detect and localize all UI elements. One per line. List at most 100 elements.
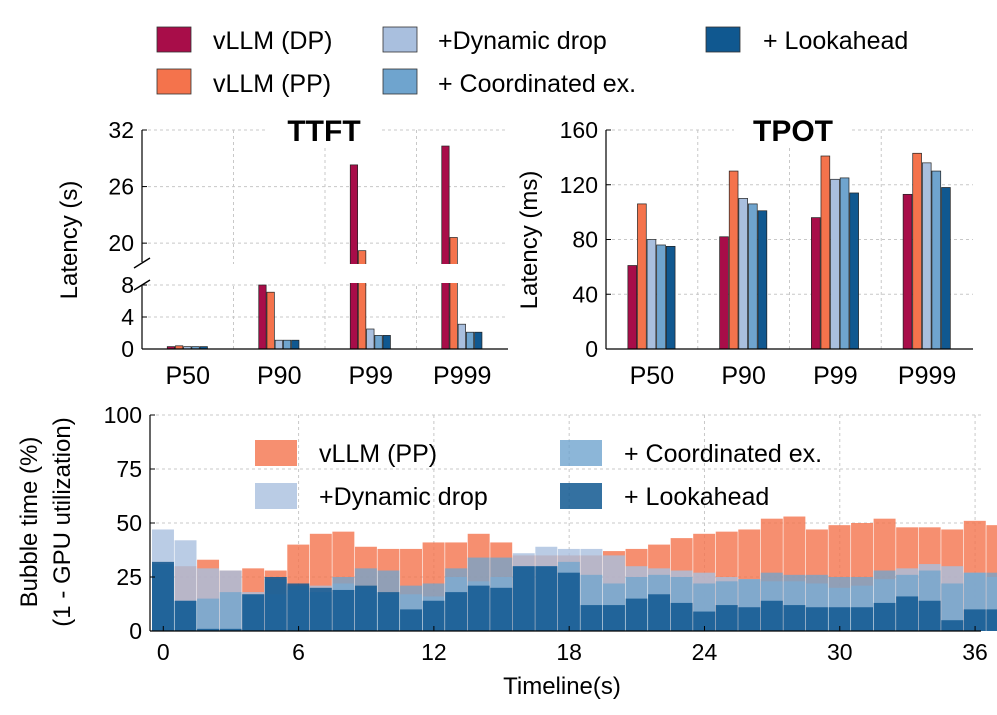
- ttft-axes: 0 4 8 20 26 32 P50 P90 P99 P999: [108, 117, 508, 390]
- top-legend: vLLM (DP) vLLM (PP) +Dynamic drop + Coor…: [156, 26, 908, 98]
- bubble-x-tick-label-18: 18: [556, 639, 582, 665]
- tpot-chart: 0 40 80 120 160 P50 P90 P99 P999 TPOT Latency (m…: [516, 114, 973, 390]
- tpot-bar-vllm-dp-p999: [902, 193, 913, 350]
- tpot-bar-vllm-pp-p99: [820, 155, 831, 350]
- bubble-bar-lookahead-7: [309, 587, 332, 631]
- ttft-y-tick-label-26: 26: [108, 174, 134, 200]
- bubble-bar-lookahead-16: [512, 566, 535, 631]
- tpot-bar-coordinated-ex-p50: [656, 244, 666, 350]
- tpot-y-tick-label-160: 160: [560, 117, 598, 143]
- bubble-bar-lookahead-14: [467, 585, 490, 631]
- legend-label-vllm-pp: vLLM (PP): [213, 70, 331, 98]
- bubble-bar-coordinated-ex-2: [197, 598, 220, 631]
- ttft-chart: 0 4 8 20 26 32 P50 P90 P99 P999 TTFT Latency (s): [56, 114, 508, 390]
- bubble-bar-lookahead-2: [197, 628, 220, 631]
- bubble-bar-lookahead-15: [490, 587, 513, 631]
- bubble-bar-lookahead-34: [918, 600, 941, 631]
- bubble-x-axis-label: Timeline(s): [503, 673, 621, 700]
- ttft-bar-vllm-dp-p90: [258, 284, 267, 350]
- bubble-y-tick-label-75: 75: [116, 456, 142, 482]
- bubble-bar-lookahead-23: [670, 602, 693, 631]
- legend-swatch-vllm-pp: [156, 68, 192, 95]
- bubble-chart: 0 25 50 75 100 0 6 12 18 24 30 36 Bubble time (%) (…: [16, 402, 997, 700]
- bubble-bar-lookahead-26: [738, 607, 761, 631]
- bubble-x-tick-label-0: 0: [157, 639, 170, 665]
- tpot-bar-vllm-dp-p90: [719, 236, 729, 350]
- ttft-x-tick-label-p99: P99: [349, 362, 393, 390]
- bubble-legend-label-vllm-pp: vLLM (PP): [319, 440, 437, 468]
- ttft-bar-vllm-pp-p999: [449, 237, 458, 350]
- bubble-bar-coordinated-ex-3: [219, 592, 242, 631]
- bubble-bar-lookahead-36: [963, 609, 986, 631]
- tpot-bar-vllm-pp-p90: [728, 170, 739, 350]
- tpot-bar-dynamic-drop-p50: [646, 239, 657, 350]
- ttft-bar-lookahead-p999: [474, 331, 483, 350]
- ttft-y-axis-label: Latency (s): [56, 181, 83, 300]
- bubble-x-tick-label-36: 36: [962, 639, 988, 665]
- bubble-legend: vLLM (PP) +Dynamic drop + Coordinated ex…: [255, 440, 822, 511]
- ttft-axis-break-gap: [144, 264, 506, 283]
- bubble-bar-lookahead-27: [760, 600, 783, 631]
- bubble-legend-label-dynamic-drop: +Dynamic drop: [319, 483, 488, 511]
- tpot-y-tick-label-120: 120: [560, 172, 598, 198]
- ttft-y-tick-label-8: 8: [121, 272, 134, 298]
- tpot-bar-dynamic-drop-p99: [830, 178, 840, 350]
- ttft-x-tick-label-p90: P90: [257, 362, 301, 390]
- bubble-bar-lookahead-8: [332, 589, 355, 631]
- tpot-bar-lookahead-p999: [941, 187, 951, 350]
- tpot-x-tick-label-p50: P50: [630, 362, 674, 390]
- bubble-x-tick-label-24: 24: [692, 639, 718, 665]
- ttft-bar-lookahead-p90: [291, 339, 300, 350]
- ttft-bar-vllm-dp-p99: [349, 164, 359, 350]
- ttft-y-tick-label-4: 4: [121, 304, 134, 330]
- tpot-y-tick-label-80: 80: [572, 227, 598, 253]
- ttft-bar-dynamic-drop-p99: [366, 328, 375, 350]
- bubble-bar-lookahead-30: [828, 607, 851, 631]
- legend-label-lookahead: + Lookahead: [763, 27, 908, 55]
- ttft-bar-lookahead-p99: [382, 335, 391, 350]
- tpot-bar-vllm-pp-p50: [637, 203, 647, 350]
- bubble-bar-lookahead-37: [986, 609, 997, 631]
- bubble-bar-lookahead-10: [377, 592, 400, 631]
- bubble-bar-lookahead-24: [693, 611, 716, 631]
- legend-swatch-coordinated: [382, 68, 418, 95]
- bubble-x-tick-label-30: 30: [827, 639, 853, 665]
- bubble-bar-lookahead-12: [422, 600, 445, 631]
- bubble-y-axis-label-line1: Bubble time (%): [16, 437, 43, 608]
- bubble-bar-lookahead-29: [805, 607, 828, 631]
- bubble-bar-coordinated-ex-37: [986, 572, 997, 631]
- bubble-bar-lookahead-3: [219, 628, 242, 631]
- bubble-bar-lookahead-13: [445, 592, 468, 631]
- bubble-legend-label-lookahead: + Lookahead: [624, 483, 769, 511]
- legend-label-dynamic-drop: +Dynamic drop: [438, 27, 607, 55]
- ttft-bar-vllm-pp-p90: [266, 291, 275, 350]
- bubble-bar-lookahead-5: [264, 577, 287, 631]
- bubble-bar-lookahead-0: [152, 561, 174, 631]
- bubble-legend-swatch-dynamic-drop: [255, 483, 297, 509]
- bubble-y-tick-label-100: 100: [104, 402, 142, 428]
- tpot-bars: [627, 152, 951, 350]
- tpot-bar-coordinated-ex-p99: [839, 177, 850, 350]
- legend-swatch-dynamic-drop: [382, 26, 418, 53]
- legend-swatch-lookahead: [705, 26, 741, 53]
- ttft-x-tick-label-p50: P50: [166, 362, 210, 390]
- legend-swatch-vllm-dp: [156, 26, 192, 53]
- ttft-bar-vllm-dp-p999: [441, 145, 450, 350]
- ttft-y-tick-label-0: 0: [121, 336, 134, 362]
- bubble-legend-swatch-vllm-pp: [255, 440, 297, 466]
- bubble-legend-swatch-coordinated: [560, 440, 602, 466]
- bubble-legend-swatch-lookahead: [560, 483, 602, 509]
- ttft-bar-coordinated-ex-p99: [374, 335, 383, 350]
- bubble-bar-lookahead-11: [400, 609, 422, 631]
- bubble-bar-lookahead-32: [873, 602, 896, 631]
- bubble-bar-lookahead-35: [941, 620, 964, 631]
- tpot-y-tick-label-0: 0: [585, 336, 598, 362]
- bubble-y-tick-label-50: 50: [116, 510, 142, 536]
- bubble-y-axis-label-line2: (1 - GPU utilization): [49, 417, 76, 626]
- ttft-y-tick-label-32: 32: [108, 117, 134, 143]
- bubble-axes: 0 25 50 75 100 0 6 12 18 24 30 36: [104, 402, 988, 665]
- tpot-bar-coordinated-ex-p90: [748, 203, 758, 350]
- ttft-title-bg: [268, 114, 380, 148]
- bubble-bar-lookahead-25: [715, 605, 738, 631]
- ttft-bar-coordinated-ex-p999: [466, 331, 475, 350]
